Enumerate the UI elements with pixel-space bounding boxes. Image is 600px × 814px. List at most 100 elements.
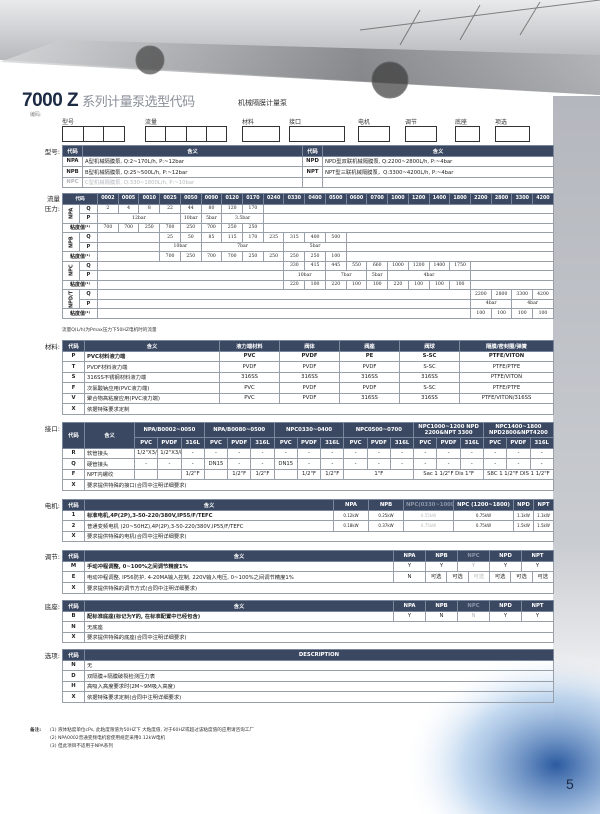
pressure-row: P 10bar 7bar 5bar 4bar [63,270,554,281]
connection-value: - [529,458,554,470]
table-row: S 316SS不锈钢材料液力端 316SS 316SS 316SS 316SS PTFE/V… [62,371,554,383]
empty-cell [345,232,554,243]
flow-value: 550 [345,260,368,271]
connection-value: 1/2"F [227,468,252,480]
flow-value: 4 [117,203,140,214]
viscosity-label: 粘度值⁽¹⁾ [61,251,99,262]
base-table: 代码 含义 NPA NPB NPC NPD NPT B 配标准底座(标记为Y的, 在标准配置中已… [62,600,554,643]
flow-value: 1000 [387,260,409,271]
table-row: E 电动冲程调整, IP56防护, 4-20MA输入控制, 220V输入电压, 0… [62,571,554,583]
description-cell: 依据特殊要求定制(合同中注明详细要求) [84,691,554,703]
flow-code-header: 0700 [366,193,389,205]
header-row: 代码 含义 NPA NPB NPC NPD NPT [62,600,554,612]
model-label: NPB [62,232,80,252]
connection-value: - [227,458,252,470]
code-cell: X [62,479,85,491]
encoding-label: 编码: [30,112,42,118]
table-row: 2 普通变频电机 (20~50HZ),4P(2P),3-50-220/380V,I… [62,520,554,532]
viscosity-label: 粘度值⁽¹⁾ [61,222,99,233]
connection-value: - [366,447,391,459]
code-box[interactable] [289,126,345,142]
code-slot[interactable] [166,127,187,141]
code-slot[interactable] [243,127,279,141]
flow-code-header: 0005 [117,193,140,205]
code-cell: X [62,530,85,542]
code-cell: X [62,691,85,703]
viscosity-value: 100 [490,308,513,319]
flow-code-header: 0240 [262,193,285,205]
section-label-base: 底座: [44,603,60,611]
code-box[interactable] [495,126,530,142]
viscosity-value: 700 [200,251,223,262]
table-row: D 双隔膜+隔膜破裂检测压力表 [62,670,554,682]
viscosity-value: 250 [179,222,202,233]
page-number: 5 [566,776,574,792]
code-slot[interactable] [406,127,436,141]
column-header: 含义 [84,600,394,612]
option-value: Y [393,560,426,572]
code-slot[interactable] [207,127,226,141]
material-header: PVC [483,437,508,449]
group-header: NPA/B0002~0050 [134,422,205,438]
connection-value: - [296,458,322,470]
column-header: 含义 [84,340,220,352]
code-box[interactable] [145,126,227,142]
code-box[interactable] [62,126,125,142]
material-header: 316L [389,437,415,449]
power-value: 0.75kW [453,509,514,521]
side-strip [553,96,600,736]
connection-value: - [203,447,229,459]
table-row: N 无底座 [62,621,554,633]
power-value: 1.1kW [533,509,554,521]
pressure-value: 10bar [159,241,202,252]
connection-value: - [250,458,275,470]
flow-code-header: 2800 [490,193,513,205]
empty-cell [262,213,554,224]
table-row: M 手动冲程调整, 0~100%之间调节精度1% Y Y Y Y Y [62,560,554,572]
option-value: 可选 [537,574,549,580]
pressure-value: 4bar [469,298,513,309]
q-label: Q [78,260,99,271]
connection-value: - [343,447,368,459]
connection-value: 1/2"X3/8" [157,447,182,459]
material-value: 316SS [339,392,400,404]
flow-code-header: 0500 [324,193,347,205]
pressure-value: 5bar [200,213,223,224]
description-cell: 要求提供特殊的调节方式(合同中注明详细要求) [84,582,554,594]
header-row: 代码 含义 NPA/B0002~0050 NPA/B0080~0500 NPC0330~… [62,422,554,449]
base-value: Y [521,610,554,622]
connection-value: - [343,458,368,470]
code-slot[interactable] [496,127,529,141]
code-slot[interactable] [63,127,84,141]
code-box[interactable] [405,126,437,142]
flow-value: 2800 [490,289,513,300]
code-slot[interactable] [290,127,344,141]
material-value: PVDF [279,382,340,394]
code-box[interactable] [358,126,390,142]
code-cell: V [62,392,85,404]
material-value: PTFE/VITON [459,371,554,383]
code-slot[interactable] [187,127,207,141]
code-box[interactable] [455,126,480,142]
column-header: NPB [425,600,458,612]
connection-value: - [529,447,554,459]
column-header: NPB [425,550,458,562]
section-label-regulation: 调节: [44,553,60,561]
code-cell: F [62,382,85,394]
code-slot[interactable] [146,127,167,141]
empty-cell [97,241,161,252]
code-slot[interactable] [456,127,479,141]
table-row: H 高吸入高度要求时(2M~9M吸入高度) [62,680,554,692]
code-slot[interactable] [359,127,389,141]
code-slot[interactable] [104,127,124,141]
flow-value: 1400 [428,260,451,271]
code-box[interactable] [242,126,280,142]
model-label: NPC [62,261,80,280]
code-box-label: 调节 [405,119,418,126]
code-cell: NPC [62,176,83,188]
material-header: 316L [529,437,554,449]
connection-value: - [227,447,252,459]
flow-code-header: 1400 [428,193,451,205]
code-slot[interactable] [84,127,105,141]
